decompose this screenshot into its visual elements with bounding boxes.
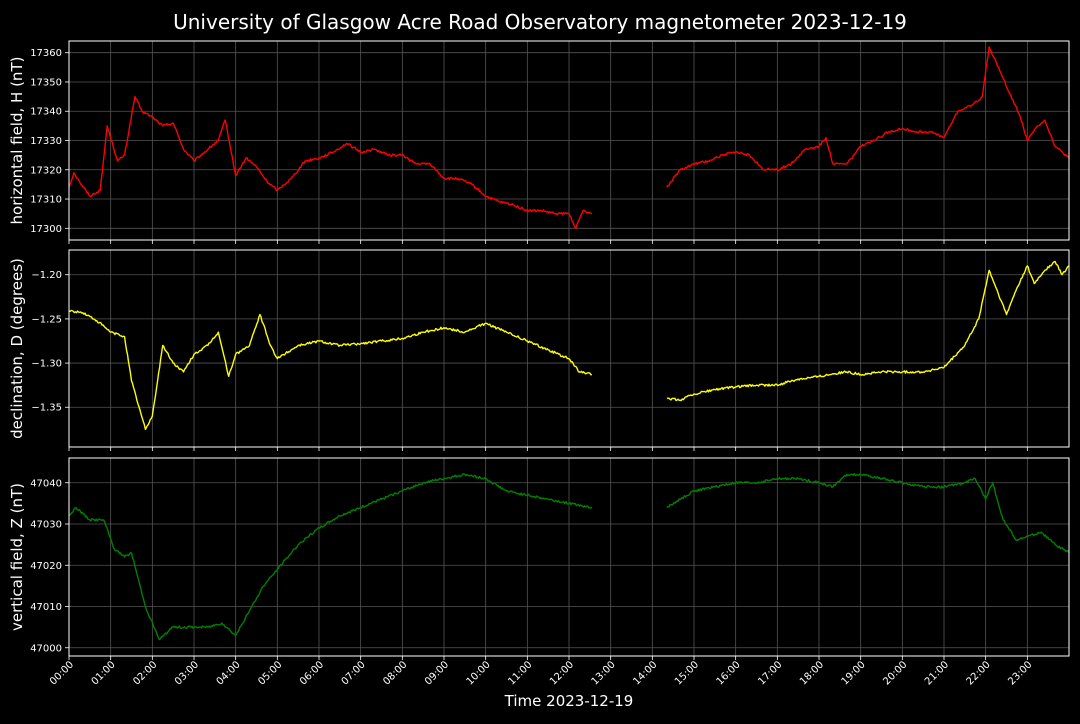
y-axis-label: horizontal field, H (nT) — [8, 57, 26, 225]
x-tick-label: 08:00 — [381, 659, 409, 687]
x-tick-label: 14:00 — [631, 659, 659, 687]
panel-2: 47000 47010 47020 47030 47040 vertical field,… — [8, 457, 1070, 660]
y-tick-label: 47020 — [30, 561, 62, 572]
y-tick-label: 17330 — [30, 136, 62, 147]
y-axis-label: vertical field, Z (nT) — [8, 483, 26, 631]
y-tick-label: 47010 — [30, 602, 62, 613]
x-tick-label: 09:00 — [423, 659, 451, 687]
x-tick-label: 05:00 — [256, 659, 284, 687]
axes-frame — [68, 40, 1070, 241]
x-tick-label: 15:00 — [673, 659, 701, 687]
x-tick-label: 04:00 — [215, 659, 243, 687]
x-tick-label: 19:00 — [840, 659, 868, 687]
x-tick-label: 20:00 — [881, 659, 909, 687]
y-axis-label: declination, D (degrees) — [8, 258, 26, 439]
y-tick-label: −1.35 — [31, 403, 62, 414]
x-tick-label: 06:00 — [298, 659, 326, 687]
series-line-0-0 — [68, 95, 593, 229]
y-tick-label: 47030 — [30, 520, 62, 531]
axes-frame — [68, 249, 1070, 448]
x-tick-label: 03:00 — [173, 659, 201, 687]
x-tick-label: 17:00 — [756, 659, 784, 687]
x-tick-label: 16:00 — [715, 659, 743, 687]
y-tick-label: −1.20 — [31, 270, 62, 281]
x-tick-label: 00:00 — [48, 659, 76, 687]
y-tick-label: 17340 — [30, 107, 62, 118]
x-tick-label: 23:00 — [1006, 659, 1034, 687]
y-tick-label: 17350 — [30, 77, 62, 88]
y-tick-label: −1.25 — [31, 314, 62, 325]
y-tick-label: 47000 — [30, 643, 62, 654]
y-tick-label: 17320 — [30, 165, 62, 176]
x-tick-label: 12:00 — [548, 659, 576, 687]
series-line-1-0 — [68, 309, 593, 431]
x-tick-label: 02:00 — [131, 659, 159, 687]
y-tick-label: 17360 — [30, 48, 62, 59]
x-tick-label: 13:00 — [590, 659, 618, 687]
x-tick-label: 22:00 — [965, 659, 993, 687]
chart-title: University of Glasgow Acre Road Observat… — [173, 10, 907, 34]
x-tick-label: 10:00 — [465, 659, 493, 687]
series-line-2-0 — [68, 472, 593, 641]
x-tick-label: 21:00 — [923, 659, 951, 687]
y-tick-label: 17310 — [30, 195, 62, 206]
series-line-0-1 — [666, 46, 1070, 188]
y-tick-label: −1.30 — [31, 359, 62, 370]
panel-1: −1.35 −1.30 −1.25 −1.20 declination, D (degr… — [8, 249, 1070, 451]
x-tick-label: 07:00 — [340, 659, 368, 687]
series-line-2-1 — [666, 472, 1070, 554]
axes-frame — [68, 457, 1070, 657]
y-tick-label: 17300 — [30, 224, 62, 235]
x-tick-label: 18:00 — [798, 659, 826, 687]
panels: 17300 17310 17320 17330 17340 17350 17360 horiz… — [8, 40, 1070, 688]
x-tick-label: 11:00 — [506, 659, 534, 687]
panel-0: 17300 17310 17320 17330 17340 17350 17360 horiz… — [8, 40, 1070, 244]
x-tick-label: 01:00 — [90, 659, 118, 687]
x-axis-label: Time 2023-12-19 — [504, 692, 634, 710]
series-line-1-1 — [666, 260, 1070, 402]
y-tick-label: 47040 — [30, 478, 62, 489]
